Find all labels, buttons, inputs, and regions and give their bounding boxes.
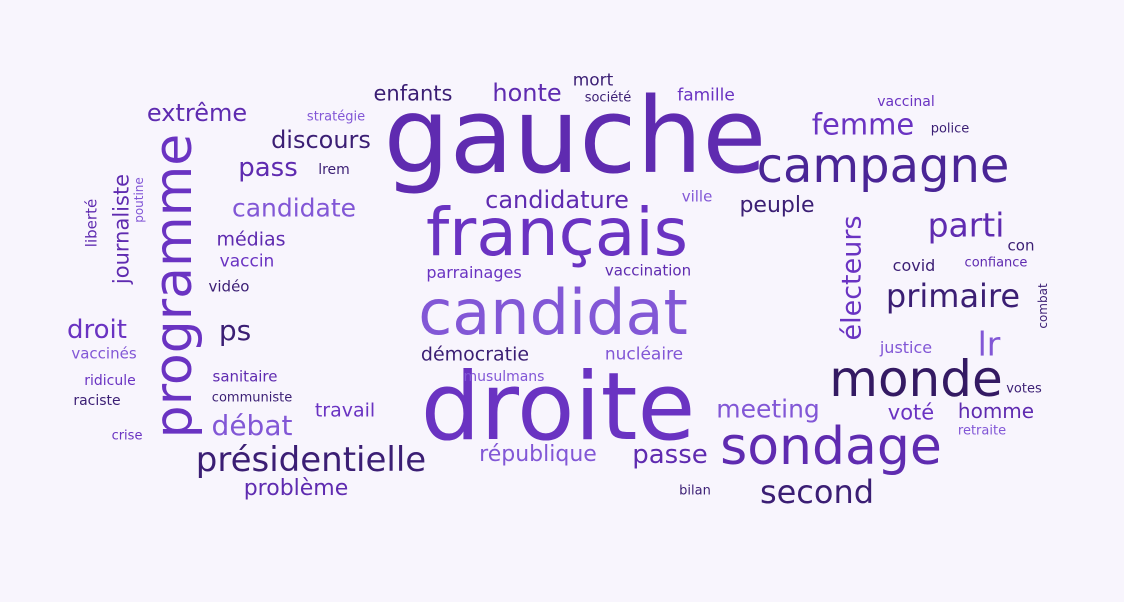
word-35: nucléaire — [604, 344, 684, 365]
word-34: démocratie — [420, 343, 530, 366]
word-38: parrainages — [426, 263, 522, 282]
word-23: lr — [977, 324, 1001, 364]
word-31: voté — [887, 400, 935, 425]
word-8: présidentielle — [195, 440, 427, 480]
word-37: vaccin — [219, 251, 275, 272]
word-49: vaccinal — [877, 94, 935, 110]
word-45: vaccinés — [71, 344, 137, 363]
word-17: discours — [271, 126, 371, 154]
word-3: candidat — [418, 276, 688, 349]
word-50: vidéo — [208, 277, 250, 296]
word-20: débat — [211, 409, 293, 442]
word-0: gauche — [383, 75, 767, 197]
word-58: stratégie — [306, 109, 366, 125]
word-24: meeting — [716, 394, 820, 424]
word-11: parti — [927, 205, 1005, 245]
word-64: crise — [111, 428, 143, 444]
word-55: communiste — [211, 390, 293, 406]
word-19: pass — [238, 153, 298, 183]
word-18: extrême — [146, 99, 248, 127]
word-22: ps — [218, 314, 252, 347]
word-42: covid — [892, 256, 936, 275]
word-60: poutine — [132, 177, 146, 223]
word-32: homme — [957, 399, 1035, 423]
word-59: police — [930, 121, 970, 137]
word-33: travail — [314, 399, 376, 422]
word-14: candidature — [485, 186, 629, 214]
word-47: ville — [681, 187, 713, 206]
word-1: droite — [420, 353, 696, 462]
word-52: con — [1007, 236, 1035, 255]
word-26: république — [479, 442, 597, 467]
word-30: peuple — [739, 193, 815, 218]
word-10: primaire — [885, 277, 1021, 315]
word-36: médias — [216, 228, 286, 251]
word-57: société — [584, 90, 632, 106]
word-61: combat — [1036, 283, 1050, 329]
word-13: femme — [811, 107, 915, 142]
word-43: mort — [572, 70, 614, 91]
word-44: sanitaire — [212, 367, 278, 386]
word-27: problème — [243, 476, 349, 501]
word-4: programme — [144, 133, 204, 439]
word-5: monde — [829, 350, 1003, 408]
word-62: votes — [1006, 381, 1042, 397]
word-53: confiance — [964, 255, 1028, 271]
word-9: second — [759, 473, 875, 511]
word-65: bilan — [679, 483, 711, 499]
word-2: français — [425, 194, 689, 271]
word-16: journaliste — [109, 173, 134, 285]
word-40: famille — [677, 85, 735, 106]
word-12: électeurs — [836, 215, 868, 341]
word-48: musulmans — [463, 369, 545, 385]
word-56: lrem — [318, 162, 350, 178]
word-28: honte — [492, 79, 562, 107]
word-39: vaccination — [604, 261, 692, 280]
word-21: droit — [67, 315, 127, 345]
word-6: sondage — [720, 417, 942, 477]
word-63: retraite — [957, 423, 1007, 439]
word-29: enfants — [373, 81, 453, 106]
word-46: liberté — [82, 198, 101, 248]
word-41: justice — [879, 338, 933, 357]
word-25: passe — [632, 440, 708, 470]
word-15: candidate — [231, 193, 357, 223]
word-54: raciste — [73, 393, 121, 409]
word-51: ridicule — [84, 373, 136, 389]
word-7: campagne — [756, 138, 1010, 194]
